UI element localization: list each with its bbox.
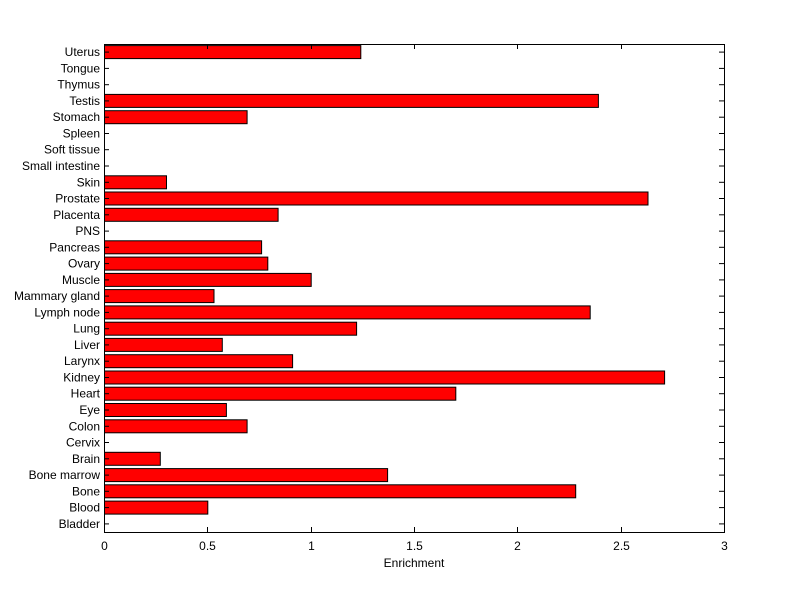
x-tick-label: 3	[721, 539, 728, 553]
bar-lymph-node	[104, 305, 591, 320]
y-tick-label: Thymus	[57, 78, 100, 92]
y-tick-label: Bladder	[59, 517, 100, 531]
bar-bone	[104, 484, 577, 499]
bar-mammary-gland	[104, 289, 215, 304]
y-tick-label: Bone	[72, 484, 100, 498]
bar-liver	[104, 337, 223, 352]
y-tick-label: Muscle	[62, 273, 100, 287]
y-tick-label: Prostate	[55, 192, 100, 206]
bar-placenta	[104, 207, 279, 222]
bar-lung	[104, 321, 358, 336]
bar-skin	[104, 175, 167, 190]
y-tick-label: Stomach	[53, 110, 100, 124]
y-tick-label: Placenta	[53, 208, 100, 222]
x-tick-label: 2	[514, 539, 521, 553]
y-tick-label: Larynx	[64, 354, 100, 368]
bar-blood	[104, 500, 209, 515]
x-tick-labels: 0 0.5 1 1.5 2 2.5 3	[101, 539, 728, 553]
bar-brain	[104, 451, 161, 466]
y-tick-labels: Bladder Blood Bone Bone marrow Brain Cervix Co…	[14, 45, 101, 531]
y-tick-label: Cervix	[66, 436, 100, 450]
y-tick-label: Brain	[72, 452, 100, 466]
bar-testis	[104, 93, 599, 108]
bar-kidney	[104, 370, 666, 385]
x-tick-label: 0.5	[199, 539, 216, 553]
bar-uterus	[104, 45, 362, 60]
bar-stomach	[104, 110, 248, 125]
bar-muscle	[104, 272, 312, 287]
y-tick-label: Blood	[69, 501, 100, 515]
y-tick-label: Tongue	[61, 61, 101, 75]
y-tick-label: Heart	[71, 387, 101, 401]
y-tick-label: Pancreas	[49, 240, 100, 254]
plot-frame	[104, 44, 725, 533]
y-tick-label: Bone marrow	[29, 468, 101, 482]
bar-colon	[104, 419, 248, 434]
bar-prostate	[104, 191, 649, 206]
x-axis-label: Enrichment	[384, 556, 445, 570]
bar-ovary	[104, 256, 269, 271]
x-tick-label: 0	[101, 539, 108, 553]
y-tick-label: Colon	[69, 419, 100, 433]
bar-bone-marrow	[104, 468, 389, 483]
y-tick-label: Ovary	[68, 257, 100, 271]
y-tick-label: Small intestine	[22, 159, 100, 173]
y-tick-label: Liver	[74, 338, 100, 352]
bar-heart	[104, 386, 457, 401]
x-tick-label: 1	[308, 539, 315, 553]
bar-larynx	[104, 354, 294, 369]
x-tick-label: 2.5	[613, 539, 630, 553]
y-tick-label: Uterus	[65, 45, 100, 59]
x-tick-label: 1.5	[406, 539, 423, 553]
y-tick-label: Kidney	[63, 371, 100, 385]
y-tick-label: PNS	[75, 224, 100, 238]
plot-area	[104, 44, 724, 532]
y-tick-label: Soft tissue	[44, 143, 100, 157]
y-tick-label: Skin	[77, 175, 100, 189]
y-tick-label: Spleen	[63, 127, 100, 141]
ticks-group	[104, 44, 725, 532]
y-tick-label: Lymph node	[34, 305, 100, 319]
bar-pancreas	[104, 240, 263, 255]
y-tick-label: Lung	[73, 322, 100, 336]
y-tick-label: Mammary gland	[14, 289, 100, 303]
y-tick-label: Eye	[79, 403, 100, 417]
y-tick-label: Testis	[69, 94, 100, 108]
bar-eye	[104, 403, 227, 417]
